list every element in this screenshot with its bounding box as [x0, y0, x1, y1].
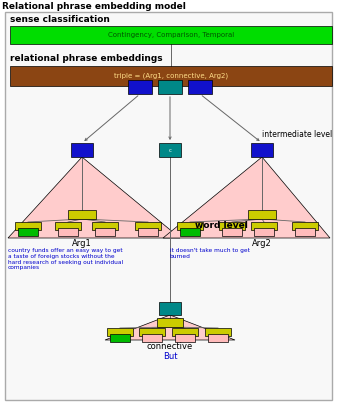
Bar — [15, 222, 41, 230]
Polygon shape — [163, 157, 330, 238]
Bar — [10, 26, 332, 44]
Text: sense classification: sense classification — [10, 15, 110, 24]
Text: Arg2: Arg2 — [252, 239, 272, 248]
Bar — [107, 328, 133, 336]
Bar — [18, 228, 38, 236]
Bar — [254, 228, 274, 236]
Text: triple = (Arg1, connective, Arg2): triple = (Arg1, connective, Arg2) — [114, 73, 228, 79]
Text: Contingency, Comparison, Temporal: Contingency, Comparison, Temporal — [108, 32, 234, 38]
Bar — [142, 334, 162, 342]
Bar — [180, 228, 200, 236]
Bar — [205, 328, 231, 336]
Bar — [68, 210, 96, 219]
Bar — [295, 228, 315, 236]
Text: Arg1: Arg1 — [72, 239, 92, 248]
Bar — [248, 210, 276, 219]
Text: it doesn't take much to get
burned: it doesn't take much to get burned — [170, 248, 250, 259]
Bar — [110, 334, 130, 342]
Bar — [92, 222, 118, 230]
Text: country funds offer an easy way to get
a taste of foreign stocks without the
har: country funds offer an easy way to get a… — [8, 248, 123, 270]
Bar — [138, 228, 158, 236]
Text: But: But — [163, 352, 177, 361]
Bar — [251, 222, 277, 230]
Text: c: c — [168, 147, 172, 153]
Bar — [172, 328, 198, 336]
Bar — [95, 228, 115, 236]
Bar — [55, 222, 81, 230]
Bar — [139, 328, 165, 336]
Polygon shape — [105, 315, 235, 340]
Bar — [157, 318, 183, 327]
Text: Relational phrase embedding model: Relational phrase embedding model — [2, 2, 186, 11]
Bar — [58, 228, 78, 236]
Bar — [251, 143, 273, 157]
Bar — [10, 66, 332, 86]
Bar — [219, 222, 245, 230]
Bar — [71, 143, 93, 157]
Text: intermediate level: intermediate level — [262, 130, 332, 139]
Text: word level: word level — [195, 221, 248, 230]
Bar — [135, 222, 161, 230]
Bar — [175, 334, 195, 342]
Bar — [292, 222, 318, 230]
Bar — [208, 334, 228, 342]
Text: connective: connective — [147, 342, 193, 351]
Bar — [158, 80, 182, 94]
Bar — [188, 80, 212, 94]
Bar — [128, 80, 152, 94]
Bar — [222, 228, 242, 236]
Bar — [159, 143, 181, 157]
Polygon shape — [8, 157, 180, 238]
Bar — [159, 302, 181, 315]
Text: relational phrase embeddings: relational phrase embeddings — [10, 54, 163, 63]
Bar — [177, 222, 203, 230]
